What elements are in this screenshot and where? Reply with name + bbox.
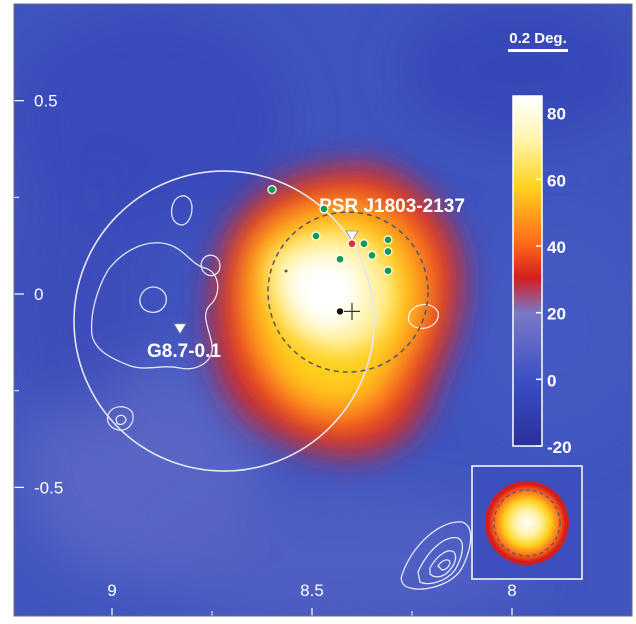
y-tick-label: 0.5 — [34, 92, 58, 111]
axis-ticks: 9 8.5 8 0.5 0 -0.5 — [14, 92, 517, 616]
colorbar-ticks: 80 60 40 20 0 -20 — [536, 105, 572, 457]
source-label: G8.7-0.1 — [147, 341, 221, 362]
green-marker — [335, 254, 345, 264]
colorbar-tick-label: 60 — [547, 171, 566, 190]
green-marker — [359, 239, 369, 249]
green-marker — [383, 266, 393, 276]
snr-outline-circle — [73, 170, 375, 472]
red-marker — [347, 239, 357, 249]
colorbar-tick-label: 0 — [547, 371, 556, 390]
green-marker — [367, 250, 377, 260]
radio-contours — [90, 195, 472, 590]
green-marker — [383, 246, 393, 257]
source-triangle-marker — [345, 230, 359, 242]
green-marker — [311, 231, 321, 241]
map-frame — [13, 3, 633, 617]
black-dot-marker — [336, 308, 344, 315]
y-tick-label: -0.5 — [34, 478, 63, 497]
psf-inset — [471, 465, 583, 580]
y-tick-label: 0 — [34, 285, 43, 304]
colorbar-tick-label: 80 — [547, 105, 566, 124]
source-triangle-marker — [173, 323, 187, 335]
x-tick-label: 8 — [507, 581, 516, 600]
green-marker — [319, 204, 329, 214]
x-tick-label: 8.5 — [300, 581, 324, 600]
source-label: PSR J1803-2137 — [319, 196, 465, 217]
scale-bar-label: 0.2 Deg. — [509, 30, 567, 47]
colorbar-tick-label: 40 — [547, 238, 566, 257]
green-marker — [267, 184, 277, 195]
source-markers: PSR J1803-2137 G8.7-0.1 — [147, 196, 465, 362]
colorbar — [512, 95, 543, 447]
best-fit-cross — [344, 302, 360, 320]
point-markers — [267, 184, 393, 276]
extension-dashed-circle — [267, 211, 429, 373]
small-dot-marker — [284, 269, 288, 273]
scale-bar — [508, 49, 568, 52]
x-tick-label: 9 — [107, 581, 116, 600]
colorbar-tick-label: -20 — [547, 438, 572, 457]
green-marker — [383, 235, 393, 245]
colorbar-tick-label: 20 — [547, 305, 566, 324]
